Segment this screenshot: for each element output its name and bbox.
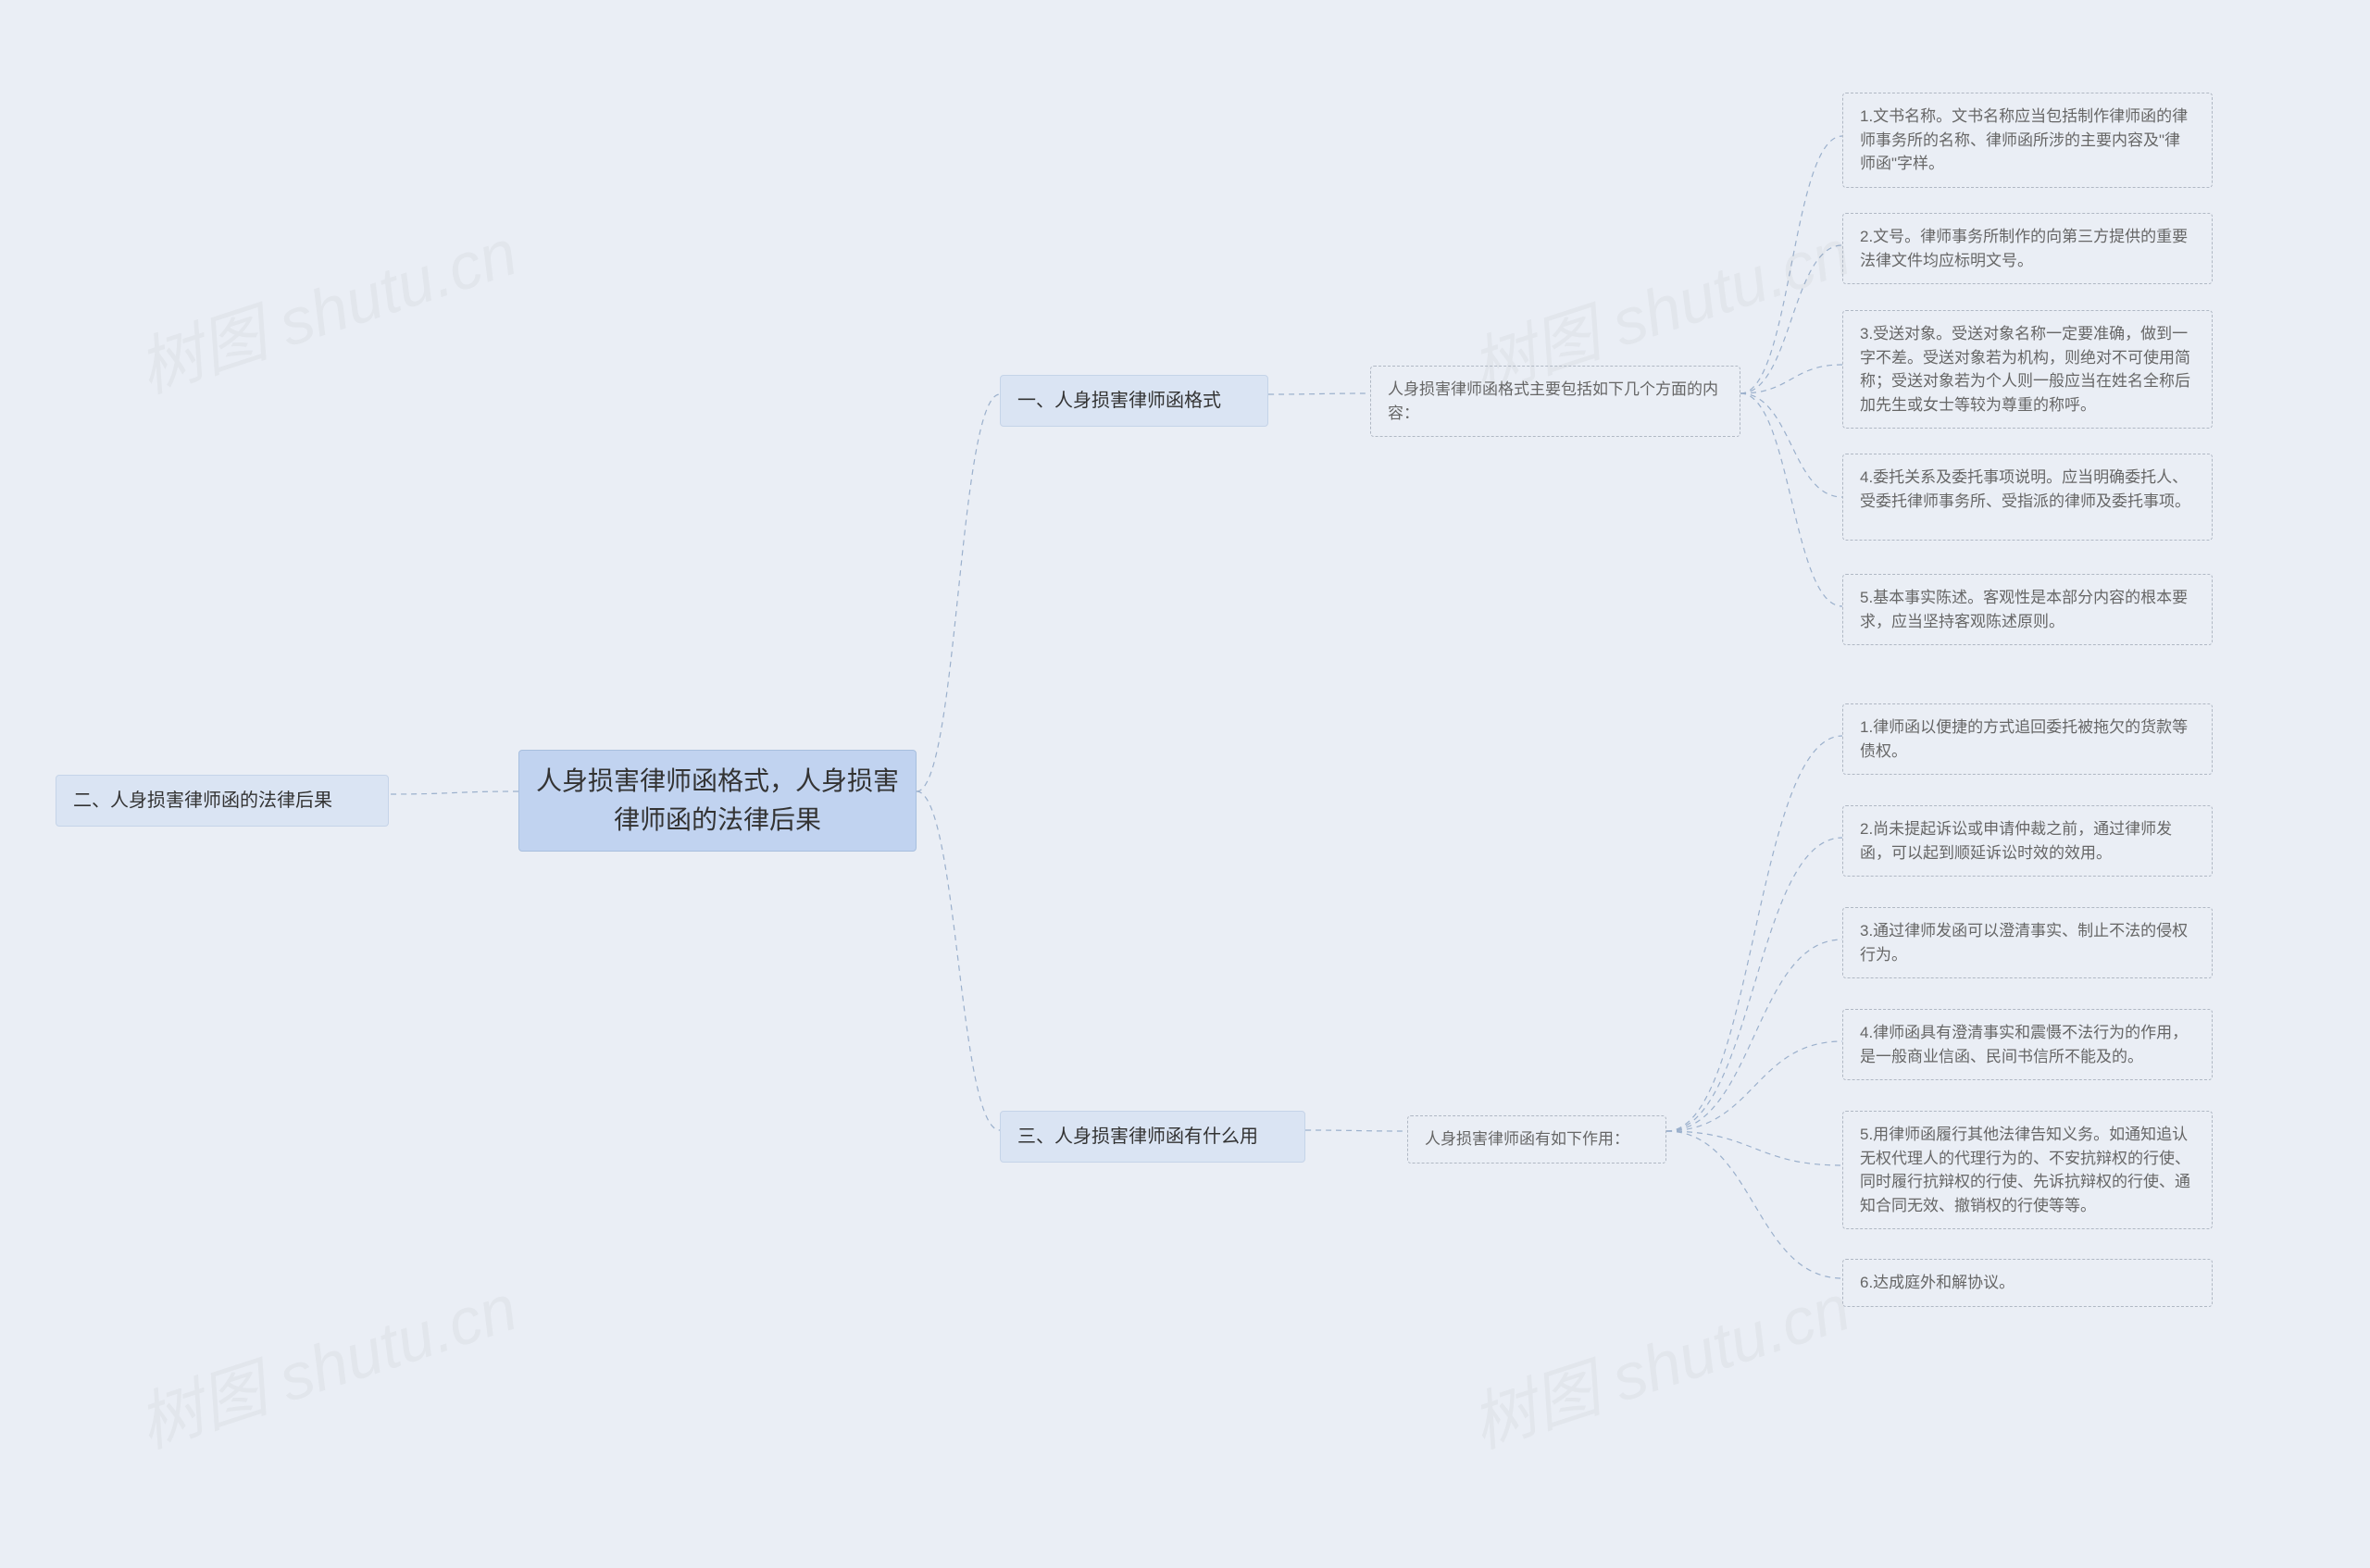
left-branch: 二、人身损害律师函的法律后果	[56, 775, 389, 827]
root-node: 人身损害律师函格式，人身损害律师函的法律后果	[518, 750, 917, 852]
branch-b3: 三、人身损害律师函有什么用	[1000, 1111, 1305, 1163]
leaf-b1-4: 5.基本事实陈述。客观性是本部分内容的根本要求，应当坚持客观陈述原则。	[1842, 574, 2213, 645]
leaf-b3-5: 6.达成庭外和解协议。	[1842, 1259, 2213, 1307]
watermark: 树图 shutu.cn	[125, 201, 528, 411]
leaf-b3-1: 2.尚未提起诉讼或申请仲裁之前，通过律师发函，可以起到顺延诉讼时效的效用。	[1842, 805, 2213, 877]
leaf-b3-0: 1.律师函以便捷的方式追回委托被拖欠的货款等债权。	[1842, 703, 2213, 775]
leaf-b3-4: 5.用律师函履行其他法律告知义务。如通知追认无权代理人的代理行为的、不安抗辩权的…	[1842, 1111, 2213, 1229]
branch-b1: 一、人身损害律师函格式	[1000, 375, 1268, 427]
desc-b3: 人身损害律师函有如下作用：	[1407, 1115, 1666, 1164]
leaf-b3-3: 4.律师函具有澄清事实和震慑不法行为的作用，是一般商业信函、民间书信所不能及的。	[1842, 1009, 2213, 1080]
leaf-b1-2: 3.受送对象。受送对象名称一定要准确，做到一字不差。受送对象若为机构，则绝对不可…	[1842, 310, 2213, 429]
mindmap-canvas: 树图 shutu.cn树图 shutu.cn树图 shutu.cn树图 shut…	[0, 0, 2370, 1568]
leaf-b1-3: 4.委托关系及委托事项说明。应当明确委托人、受委托律师事务所、受指派的律师及委托…	[1842, 454, 2213, 541]
desc-b1: 人身损害律师函格式主要包括如下几个方面的内容：	[1370, 366, 1740, 437]
leaf-b1-1: 2.文号。律师事务所制作的向第三方提供的重要法律文件均应标明文号。	[1842, 213, 2213, 284]
watermark: 树图 shutu.cn	[1458, 1256, 1861, 1466]
leaf-b1-0: 1.文书名称。文书名称应当包括制作律师函的律师事务所的名称、律师函所涉的主要内容…	[1842, 93, 2213, 188]
watermark: 树图 shutu.cn	[125, 1256, 528, 1466]
leaf-b3-2: 3.通过律师发函可以澄清事实、制止不法的侵权行为。	[1842, 907, 2213, 978]
